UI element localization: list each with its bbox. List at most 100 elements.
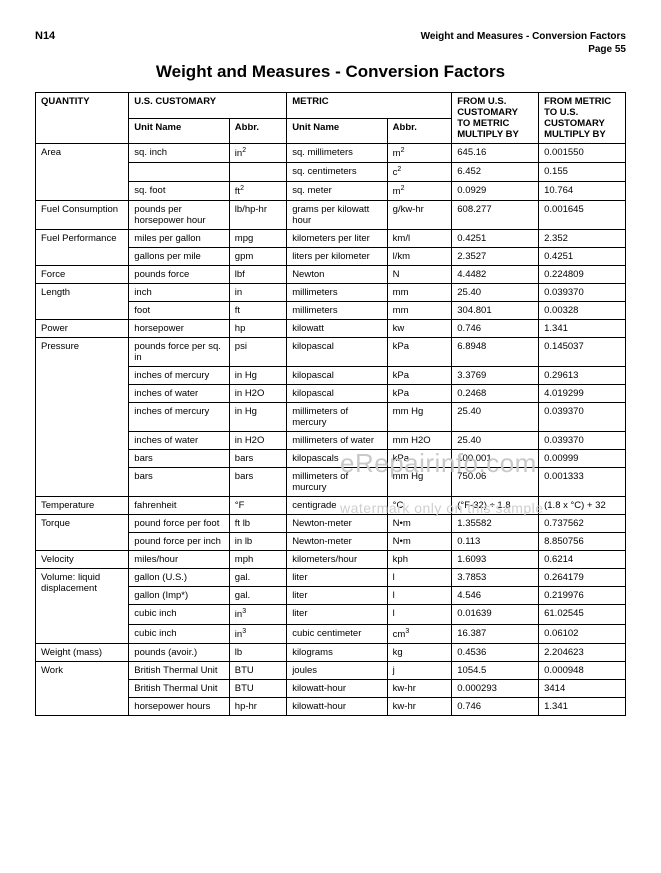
cell-us-unit: cubic inch — [129, 605, 229, 624]
cell-factor-metric-to-us: 8.850756 — [539, 533, 626, 551]
cell-us-unit: cubic inch — [129, 624, 229, 643]
cell-factor-metric-to-us: (1.8 x °C) + 32 — [539, 497, 626, 515]
cell-us-abbr: gal. — [229, 587, 286, 605]
cell-metric-unit: millimeters of water — [287, 432, 387, 450]
th-metric: METRIC — [287, 93, 452, 119]
cell-metric-unit: sq. millimeters — [287, 144, 387, 163]
cell-metric-unit: Newton-meter — [287, 515, 387, 533]
cell-metric-abbr: mm — [387, 302, 452, 320]
page-label: Page 55 — [588, 44, 626, 55]
cell-metric-abbr: kPa — [387, 450, 452, 468]
cell-factor-us-to-metric: 4.4482 — [452, 266, 539, 284]
th-from-us: FROM U.S. CUSTOMARY TO METRIC MULTIPLY B… — [452, 93, 539, 144]
cell-us-unit: sq. inch — [129, 144, 229, 163]
cell-factor-us-to-metric: 608.277 — [452, 201, 539, 230]
cell-metric-unit: kilograms — [287, 643, 387, 661]
cell-metric-abbr: kw — [387, 320, 452, 338]
cell-us-abbr: lbf — [229, 266, 286, 284]
cell-us-abbr: psi — [229, 338, 286, 367]
table-row: Temperaturefahrenheit°Fcentigrade°C(°F-3… — [36, 497, 626, 515]
cell-factor-us-to-metric: 1.6093 — [452, 551, 539, 569]
cell-us-unit: sq. foot — [129, 182, 229, 201]
cell-metric-unit: kilopascal — [287, 367, 387, 385]
cell-metric-unit: millimeters of murcury — [287, 468, 387, 497]
cell-us-abbr: hp-hr — [229, 697, 286, 715]
cell-quantity: Fuel Performance — [36, 230, 129, 266]
cell-quantity: Pressure — [36, 338, 129, 497]
cell-factor-us-to-metric: 750.06 — [452, 468, 539, 497]
cell-factor-us-to-metric: 6.8948 — [452, 338, 539, 367]
cell-metric-unit: kilowatt — [287, 320, 387, 338]
cell-metric-unit: millimeters of mercury — [287, 403, 387, 432]
cell-metric-abbr: c2 — [387, 163, 452, 182]
cell-factor-metric-to-us: 0.224809 — [539, 266, 626, 284]
cell-factor-metric-to-us: 1.341 — [539, 320, 626, 338]
cell-metric-unit: kilopascals — [287, 450, 387, 468]
cell-us-abbr — [229, 163, 286, 182]
cell-factor-metric-to-us: 0.155 — [539, 163, 626, 182]
cell-quantity: Velocity — [36, 551, 129, 569]
cell-metric-abbr: mm H2O — [387, 432, 452, 450]
th-quantity: QUANTITY — [36, 93, 129, 144]
cell-metric-abbr: m2 — [387, 182, 452, 201]
cell-metric-abbr: m2 — [387, 144, 452, 163]
cell-us-unit: inches of mercury — [129, 403, 229, 432]
cell-metric-unit: liters per kilometer — [287, 248, 387, 266]
cell-metric-abbr: N•m — [387, 533, 452, 551]
cell-factor-us-to-metric: 0.2468 — [452, 385, 539, 403]
cell-factor-metric-to-us: 10.764 — [539, 182, 626, 201]
cell-us-abbr: °F — [229, 497, 286, 515]
table-row: Forcepounds forcelbfNewtonN4.44820.22480… — [36, 266, 626, 284]
cell-metric-abbr: j — [387, 661, 452, 679]
cell-quantity: Fuel Consumption — [36, 201, 129, 230]
cell-us-unit: pounds (avoir.) — [129, 643, 229, 661]
cell-factor-us-to-metric: 6.452 — [452, 163, 539, 182]
page-title: Weight and Measures - Conversion Factors — [35, 62, 626, 82]
cell-factor-metric-to-us: 0.00328 — [539, 302, 626, 320]
cell-metric-abbr: kPa — [387, 385, 452, 403]
cell-metric-unit: kilowatt-hour — [287, 679, 387, 697]
cell-factor-metric-to-us: 0.06102 — [539, 624, 626, 643]
cell-factor-metric-to-us: 0.264179 — [539, 569, 626, 587]
cell-metric-abbr: kw-hr — [387, 679, 452, 697]
cell-us-abbr: lb/hp-hr — [229, 201, 286, 230]
cell-us-unit — [129, 163, 229, 182]
cell-metric-abbr: l/km — [387, 248, 452, 266]
cell-metric-abbr: l — [387, 587, 452, 605]
table-row: Torquepound force per footft lbNewton-me… — [36, 515, 626, 533]
cell-us-unit: bars — [129, 468, 229, 497]
cell-quantity: Force — [36, 266, 129, 284]
cell-factor-us-to-metric: 304.801 — [452, 302, 539, 320]
cell-metric-unit: kilometers per liter — [287, 230, 387, 248]
cell-us-abbr: in Hg — [229, 367, 286, 385]
cell-metric-abbr: l — [387, 605, 452, 624]
cell-metric-abbr: g/kw-hr — [387, 201, 452, 230]
cell-metric-unit: kilowatt-hour — [287, 697, 387, 715]
cell-metric-abbr: kg — [387, 643, 452, 661]
cell-metric-unit: millimeters — [287, 284, 387, 302]
cell-us-abbr: mpg — [229, 230, 286, 248]
cell-factor-us-to-metric: 0.000293 — [452, 679, 539, 697]
cell-factor-metric-to-us: 1.341 — [539, 697, 626, 715]
cell-us-abbr: BTU — [229, 679, 286, 697]
cell-factor-metric-to-us: 61.02545 — [539, 605, 626, 624]
cell-factor-metric-to-us: 0.00999 — [539, 450, 626, 468]
cell-factor-us-to-metric: 0.4251 — [452, 230, 539, 248]
cell-factor-us-to-metric: 0.01639 — [452, 605, 539, 624]
section-title: Weight and Measures - Conversion Factors — [421, 31, 626, 42]
cell-metric-abbr: mm Hg — [387, 403, 452, 432]
cell-factor-us-to-metric: 16.387 — [452, 624, 539, 643]
cell-us-unit: pounds force per sq. in — [129, 338, 229, 367]
cell-metric-unit: kilopascal — [287, 385, 387, 403]
cell-quantity: Area — [36, 144, 129, 201]
cell-us-abbr: in — [229, 284, 286, 302]
cell-us-abbr: gal. — [229, 569, 286, 587]
cell-quantity: Temperature — [36, 497, 129, 515]
cell-metric-abbr: N•m — [387, 515, 452, 533]
cell-us-unit: pound force per foot — [129, 515, 229, 533]
cell-us-unit: horsepower — [129, 320, 229, 338]
cell-metric-abbr: °C — [387, 497, 452, 515]
cell-us-abbr: in H2O — [229, 432, 286, 450]
cell-metric-abbr: kw-hr — [387, 697, 452, 715]
cell-us-unit: horsepower hours — [129, 697, 229, 715]
